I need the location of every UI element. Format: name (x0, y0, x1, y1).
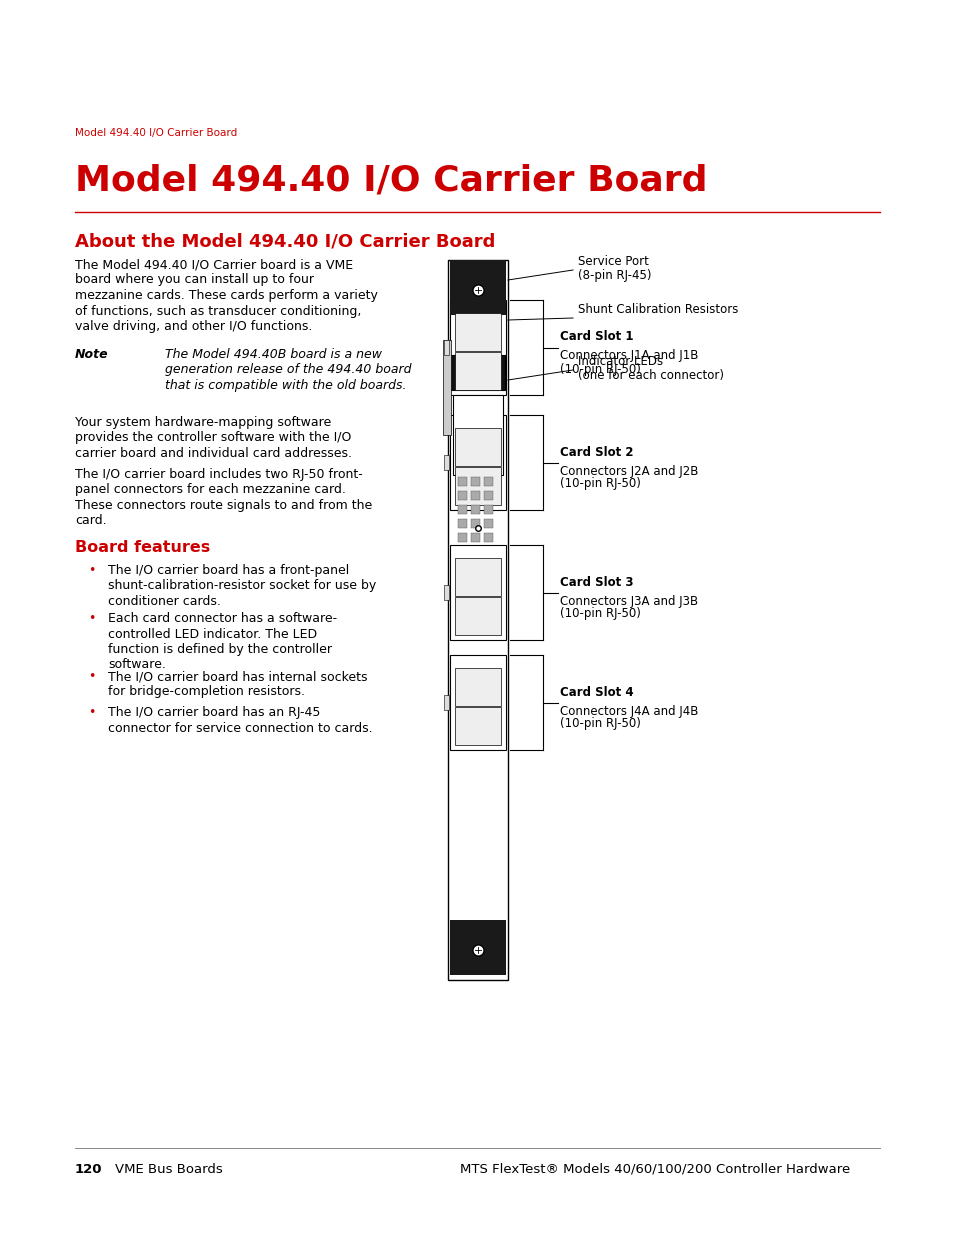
Text: valve driving, and other I/O functions.: valve driving, and other I/O functions. (75, 320, 312, 333)
Bar (455, 352, 500, 390)
Bar (450, 920, 505, 974)
Text: Service Port: Service Port (578, 254, 648, 268)
Bar (455, 429, 500, 466)
Text: Connectors J1A and J1B: Connectors J1A and J1B (559, 350, 698, 363)
Bar (455, 312, 500, 351)
Text: Note: Note (75, 348, 109, 361)
Text: Connectors J3A and J3B: Connectors J3A and J3B (559, 594, 698, 608)
Text: (8-pin RJ-45): (8-pin RJ-45) (578, 269, 651, 282)
Bar (455, 467, 500, 505)
Bar (471, 505, 479, 514)
Bar (450, 545, 505, 640)
Text: The I/O carrier board includes two RJ-50 front-: The I/O carrier board includes two RJ-50… (75, 468, 362, 480)
Text: Indicator LEDs: Indicator LEDs (578, 354, 662, 368)
Text: Each card connector has a software-: Each card connector has a software- (108, 613, 336, 625)
Bar (443, 454, 449, 471)
Bar (457, 505, 467, 514)
Bar (483, 477, 493, 487)
Bar (443, 340, 449, 354)
Text: Card Slot 4: Card Slot 4 (559, 685, 633, 699)
Bar (450, 415, 505, 510)
Text: controlled LED indicator. The LED: controlled LED indicator. The LED (108, 627, 316, 641)
Text: The I/O carrier board has internal sockets: The I/O carrier board has internal socke… (108, 671, 367, 683)
Text: Your system hardware-mapping software: Your system hardware-mapping software (75, 416, 331, 429)
Text: The Model 494.40 I/O Carrier board is a VME: The Model 494.40 I/O Carrier board is a … (75, 258, 353, 270)
Text: mezzanine cards. These cards perform a variety: mezzanine cards. These cards perform a v… (75, 289, 377, 303)
Bar (455, 706, 500, 745)
Text: Connectors J2A and J2B: Connectors J2A and J2B (559, 464, 698, 478)
Text: shunt-calibration-resistor socket for use by: shunt-calibration-resistor socket for us… (108, 579, 375, 593)
Text: provides the controller software with the I/O: provides the controller software with th… (75, 431, 351, 445)
Text: card.: card. (75, 515, 107, 527)
Bar (457, 477, 467, 487)
Text: •: • (88, 706, 95, 719)
Text: Model 494.40 I/O Carrier Board: Model 494.40 I/O Carrier Board (75, 128, 237, 138)
Text: •: • (88, 671, 95, 683)
Text: Card Slot 1: Card Slot 1 (559, 331, 633, 343)
Bar (471, 477, 479, 487)
Text: connector for service connection to cards.: connector for service connection to card… (108, 721, 373, 735)
Bar (455, 668, 500, 706)
Text: function is defined by the controller: function is defined by the controller (108, 643, 332, 656)
Text: of functions, such as transducer conditioning,: of functions, such as transducer conditi… (75, 305, 361, 317)
Bar (471, 519, 479, 529)
Text: conditioner cards.: conditioner cards. (108, 595, 221, 608)
Text: MTS FlexTest® Models 40/60/100/200 Controller Hardware: MTS FlexTest® Models 40/60/100/200 Contr… (459, 1163, 849, 1176)
Text: Card Slot 3: Card Slot 3 (559, 576, 633, 589)
Bar (457, 534, 467, 542)
Text: Connectors J4A and J4B: Connectors J4A and J4B (559, 704, 698, 718)
Bar (442, 340, 451, 435)
Text: (10-pin RJ-50): (10-pin RJ-50) (559, 363, 640, 375)
Text: The I/O carrier board has an RJ-45: The I/O carrier board has an RJ-45 (108, 706, 320, 719)
Text: software.: software. (108, 658, 166, 672)
Text: (10-pin RJ-50): (10-pin RJ-50) (559, 718, 640, 730)
Text: These connectors route signals to and from the: These connectors route signals to and fr… (75, 499, 372, 513)
Bar (453, 395, 502, 475)
Text: generation release of the 494.40 board: generation release of the 494.40 board (165, 363, 411, 377)
Text: VME Bus Boards: VME Bus Boards (115, 1163, 222, 1176)
Bar (448, 261, 507, 981)
Text: carrier board and individual card addresses.: carrier board and individual card addres… (75, 447, 352, 459)
Bar (455, 597, 500, 635)
Bar (455, 558, 500, 597)
Text: panel connectors for each mezzanine card.: panel connectors for each mezzanine card… (75, 483, 346, 496)
Bar (443, 585, 449, 600)
Text: Card Slot 2: Card Slot 2 (559, 446, 633, 458)
Bar (451, 354, 504, 390)
Bar (483, 534, 493, 542)
Text: •: • (88, 564, 95, 577)
Bar (471, 534, 479, 542)
Text: The I/O carrier board has a front-panel: The I/O carrier board has a front-panel (108, 564, 349, 577)
Text: (10-pin RJ-50): (10-pin RJ-50) (559, 608, 640, 620)
Text: The Model 494.40B board is a new: The Model 494.40B board is a new (165, 348, 381, 361)
Bar (471, 492, 479, 500)
Bar (450, 655, 505, 750)
Bar (457, 492, 467, 500)
Text: Board features: Board features (75, 540, 210, 555)
Bar (483, 492, 493, 500)
Bar (483, 505, 493, 514)
Text: About the Model 494.40 I/O Carrier Board: About the Model 494.40 I/O Carrier Board (75, 232, 495, 249)
Bar (443, 695, 449, 710)
Text: that is compatible with the old boards.: that is compatible with the old boards. (165, 379, 406, 391)
Bar (483, 519, 493, 529)
Text: (10-pin RJ-50): (10-pin RJ-50) (559, 478, 640, 490)
Text: board where you can install up to four: board where you can install up to four (75, 273, 314, 287)
Text: Shunt Calibration Resistors: Shunt Calibration Resistors (578, 303, 738, 316)
Bar (456, 322, 499, 350)
Text: for bridge-completion resistors.: for bridge-completion resistors. (108, 685, 305, 699)
Text: •: • (88, 613, 95, 625)
Bar (450, 300, 505, 395)
Text: 120: 120 (75, 1163, 102, 1176)
Bar (457, 519, 467, 529)
Text: (one for each connector): (one for each connector) (578, 369, 723, 382)
Text: Model 494.40 I/O Carrier Board: Model 494.40 I/O Carrier Board (75, 163, 707, 198)
Bar (450, 261, 505, 315)
